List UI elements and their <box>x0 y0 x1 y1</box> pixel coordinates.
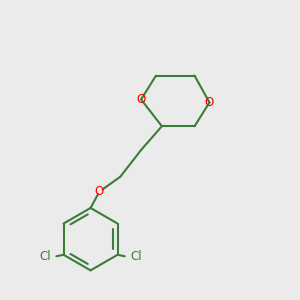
Text: O: O <box>95 185 104 198</box>
Text: O: O <box>136 93 146 106</box>
Text: Cl: Cl <box>39 250 51 263</box>
Text: Cl: Cl <box>130 250 142 263</box>
Text: O: O <box>205 96 214 109</box>
